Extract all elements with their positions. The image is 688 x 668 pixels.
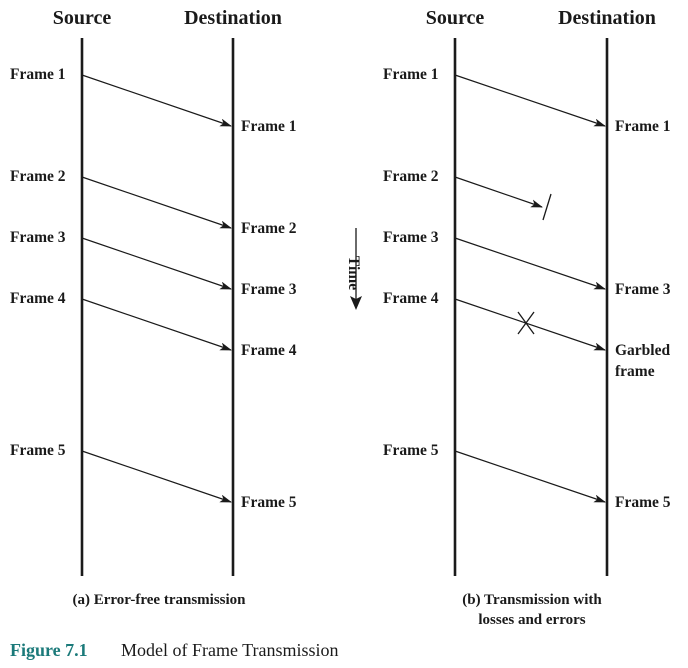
- panel-b-arrow-frame-3: [454, 237, 606, 290]
- panel-b-source-header: Source: [426, 7, 485, 29]
- panel-a-source-header: Source: [53, 7, 112, 29]
- panel-b-received-frame-1: Frame 1: [615, 118, 671, 135]
- panel-b-arrow-frame-1: [454, 74, 606, 127]
- panel-b-sent-frame-3: Frame 3: [383, 229, 439, 246]
- panel-a-received-frame-3: Frame 3: [241, 281, 297, 298]
- panel-a-error-free: Source Destination Frame 1 Frame 2 Frame…: [10, 7, 297, 608]
- panel-b-caption-line-1: (b) Transmission with: [462, 592, 602, 608]
- time-indicator: Time: [345, 228, 362, 310]
- panel-a-arrow-frame-5: [81, 450, 232, 503]
- time-label: Time: [345, 256, 362, 290]
- panel-a-received-frame-1: Frame 1: [241, 118, 297, 135]
- panel-a-received-frame-2: Frame 2: [241, 220, 297, 237]
- panel-b-losses-errors: Source Destination Frame 1 Frame 2 Frame…: [383, 7, 671, 628]
- panel-a-sent-frame-4: Frame 4: [10, 290, 66, 307]
- panel-a-sent-frame-2: Frame 2: [10, 168, 66, 185]
- panel-b-sent-frame-4: Frame 4: [383, 290, 439, 307]
- panel-a-sent-frame-1: Frame 1: [10, 66, 66, 83]
- panel-b-caption-line-2: losses and errors: [478, 612, 585, 628]
- panel-b-arrow-frame-4-garbled: [454, 298, 606, 351]
- panel-a-received-frame-5: Frame 5: [241, 494, 297, 511]
- panel-b-received-frame-3: Frame 3: [615, 281, 671, 298]
- panel-a-destination-header: Destination: [184, 7, 282, 29]
- panel-b-received-frame-5: Frame 5: [615, 494, 671, 511]
- panel-b-garbled-label-line-2: frame: [615, 363, 655, 380]
- panel-b-sent-frame-5: Frame 5: [383, 442, 439, 459]
- panel-b-destination-header: Destination: [558, 7, 656, 29]
- time-arrow-down-icon: [350, 296, 362, 310]
- panel-a-arrow-frame-4: [81, 298, 232, 351]
- panel-b-sent-frame-2: Frame 2: [383, 168, 439, 185]
- panel-a-arrow-frame-2: [81, 176, 232, 229]
- panel-a-arrow-frame-1: [81, 74, 232, 127]
- garbled-x-icon: [517, 311, 535, 335]
- panel-b-arrow-frame-2-lost: [454, 176, 543, 208]
- panel-a-caption: (a) Error-free transmission: [72, 592, 246, 608]
- panel-b-sent-frame-1: Frame 1: [383, 66, 439, 83]
- figure-caption: Figure 7.1 Model of Frame Transmission: [10, 640, 339, 660]
- panel-a-arrow-frame-3: [81, 237, 232, 290]
- panel-a-sent-frame-5: Frame 5: [10, 442, 66, 459]
- panel-b-garbled-label-line-1: Garbled: [615, 342, 670, 359]
- panel-a-sent-frame-3: Frame 3: [10, 229, 66, 246]
- panel-b-arrow-frame-5: [454, 450, 606, 503]
- lost-frame-bar-icon: [542, 193, 552, 221]
- figure-number: Figure 7.1: [10, 640, 88, 660]
- figure-title: Model of Frame Transmission: [121, 640, 339, 660]
- panel-a-received-frame-4: Frame 4: [241, 342, 297, 359]
